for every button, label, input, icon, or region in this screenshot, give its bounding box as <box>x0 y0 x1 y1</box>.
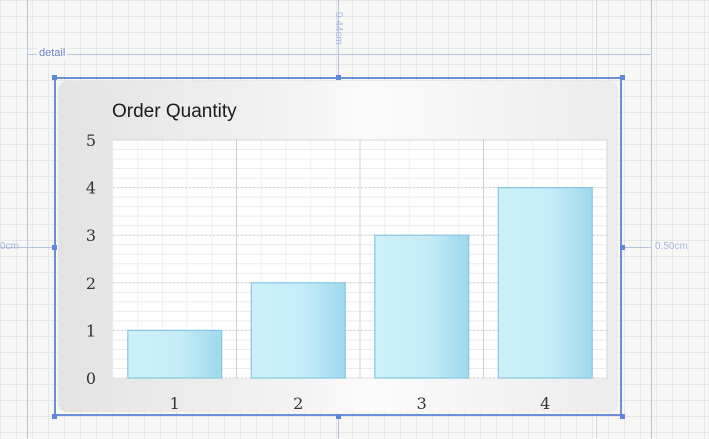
resize-handle-top-left[interactable] <box>52 75 57 80</box>
right-ruler-label: 0.50cm <box>655 241 688 252</box>
y-tick-label: 2 <box>86 274 96 293</box>
right-guide <box>651 0 652 439</box>
right-margin-line <box>622 247 652 248</box>
y-tick-label: 0 <box>86 369 96 388</box>
resize-handle-middle-right[interactable] <box>620 245 625 250</box>
bar-1[interactable] <box>127 329 223 379</box>
left-ruler-label: 0cm <box>0 241 19 252</box>
x-tick-label: 4 <box>540 394 550 413</box>
y-tick-label: 4 <box>86 179 96 198</box>
left-guide <box>27 0 28 439</box>
detail-band-label[interactable]: detail <box>37 47 68 59</box>
y-tick-label: 1 <box>86 321 96 340</box>
resize-handle-bottom-right[interactable] <box>620 414 625 419</box>
x-tick-label: 1 <box>170 394 180 413</box>
resize-handle-top-right[interactable] <box>620 75 625 80</box>
left-margin-line <box>0 247 54 248</box>
bar-2[interactable] <box>250 282 346 379</box>
bars <box>127 187 593 379</box>
resize-handle-middle-left[interactable] <box>52 245 57 250</box>
bar-3[interactable] <box>374 234 470 379</box>
y-tick-label: 3 <box>86 226 96 245</box>
detail-band-line <box>27 54 651 55</box>
y-tick-label: 5 <box>86 131 96 150</box>
bar-4[interactable] <box>497 187 593 379</box>
center-guide <box>338 0 339 77</box>
x-axis-ticks: 1 2 3 4 <box>170 394 551 413</box>
resize-handle-top-center[interactable] <box>336 75 341 80</box>
major-grid <box>113 139 607 379</box>
y-axis-ticks: 0 1 2 3 4 5 <box>86 131 96 388</box>
chart-title: Order Quantity <box>112 101 237 122</box>
x-tick-label: 3 <box>417 394 427 413</box>
x-tick-label: 2 <box>293 394 303 413</box>
resize-handle-bottom-left[interactable] <box>52 414 57 419</box>
resize-handle-bottom-center[interactable] <box>336 414 341 419</box>
center-guide-bottom <box>338 416 339 439</box>
